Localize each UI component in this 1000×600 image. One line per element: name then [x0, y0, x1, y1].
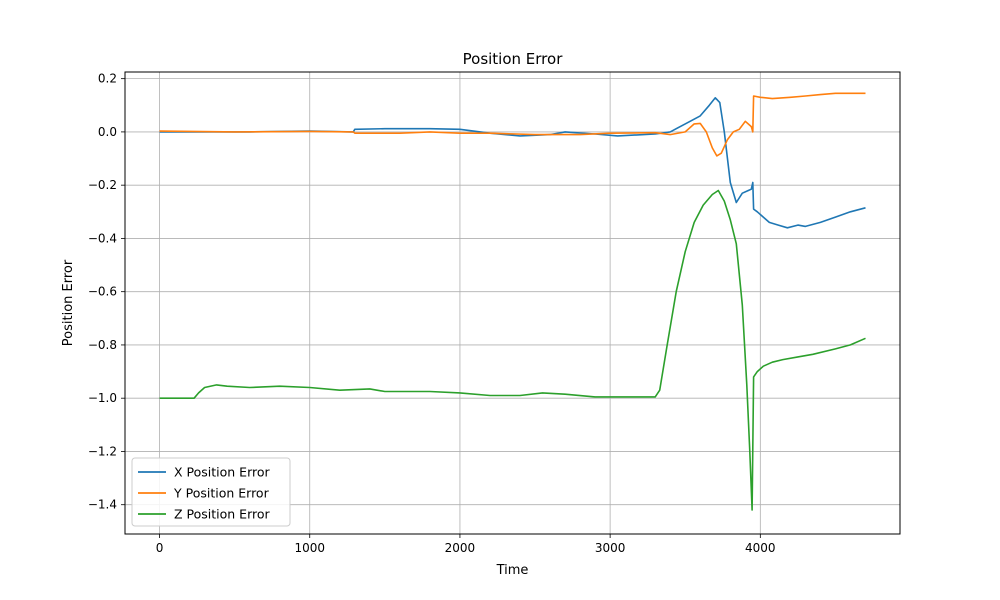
y-tick-label: 0.0: [98, 125, 117, 139]
y-tick-label: −1.2: [88, 444, 117, 458]
x-tick-label: 4000: [745, 541, 776, 555]
legend: X Position Error Y Position Error Z Positi…: [131, 457, 291, 527]
plot-frame: [124, 71, 901, 535]
y-tick-label: −0.2: [88, 178, 117, 192]
y-tick-label: 0.2: [98, 72, 117, 86]
y-tick-label: −0.8: [88, 338, 117, 352]
legend-box: [131, 457, 291, 527]
legend-label-2: Y Position Error: [173, 486, 270, 501]
x-axis-label: Time: [496, 563, 529, 578]
legend-label-1: X Position Error: [174, 465, 271, 480]
chart-title: Position Error: [463, 50, 564, 68]
x-tick-label: 0: [156, 541, 164, 555]
x-tick-label: 2000: [445, 541, 476, 555]
x-tick-label: 1000: [294, 541, 325, 555]
y-axis-label: Position Error: [61, 259, 76, 346]
series-line-1: [159, 97, 866, 229]
y-tick-label: −0.4: [88, 231, 117, 245]
series-line-2: [159, 92, 866, 157]
y-tick-label: −1.4: [88, 498, 117, 512]
grid-lines: [125, 72, 900, 534]
y-tick-label: −0.6: [88, 285, 117, 299]
y-tick-label: −1.0: [88, 391, 117, 405]
series-line-3: [159, 189, 866, 511]
axis-ticks: 0 1000 2000 3000 4000 0.2 0.0 −0.2 −0.4 −0.6 −0.8 −…: [88, 72, 776, 555]
legend-label-3: Z Position Error: [174, 507, 271, 522]
x-tick-label: 3000: [595, 541, 626, 555]
series-lines: [159, 92, 866, 511]
